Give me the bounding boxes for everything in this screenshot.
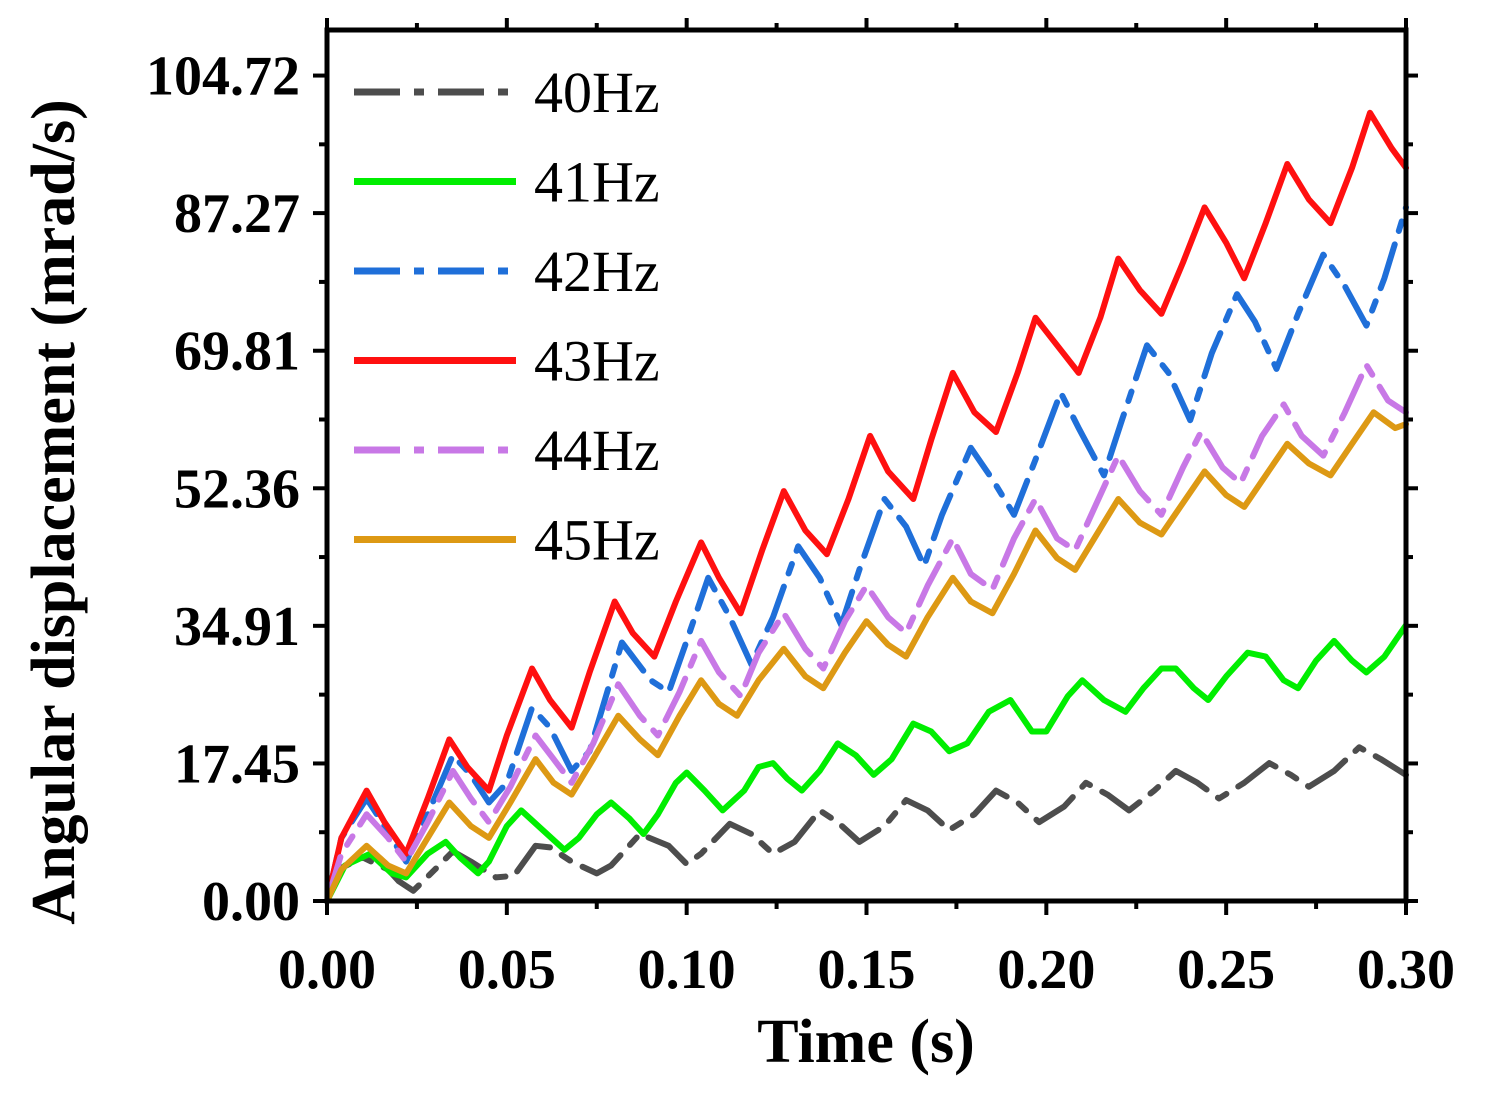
x-tick-label: 0.25 xyxy=(1177,939,1275,1001)
y-tick-label: 69.81 xyxy=(174,321,300,383)
series-line-40Hz xyxy=(324,744,1409,904)
ticks-layer: 0.00 0.05 0.10 0.15 0.20 0.25 0.30 0.00 17.45 34.… xyxy=(146,18,1455,1001)
x-tick-label: 0.05 xyxy=(458,939,556,1001)
legend-label: 42Hz xyxy=(534,239,660,304)
x-tick-label: 0.00 xyxy=(278,939,376,1001)
series-line-45Hz xyxy=(324,409,1409,904)
legend-label: 44Hz xyxy=(534,418,660,483)
x-tick-label: 0.10 xyxy=(638,939,736,1001)
y-tick-label: 104.72 xyxy=(146,46,300,108)
y-tick-label: 52.36 xyxy=(174,458,300,520)
y-tick-label: 0.00 xyxy=(202,871,300,933)
series-line-42Hz xyxy=(324,204,1409,904)
y-tick-label: 34.91 xyxy=(174,596,300,658)
y-tick-label: 17.45 xyxy=(174,733,300,795)
legend-label: 41Hz xyxy=(534,150,660,215)
x-tick-label: 0.15 xyxy=(818,939,916,1001)
legend-label: 40Hz xyxy=(534,60,660,125)
legend-label: 45Hz xyxy=(534,508,660,573)
x-tick-label: 0.30 xyxy=(1357,939,1455,1001)
series-layer xyxy=(324,109,1409,904)
series-line-44Hz xyxy=(324,362,1409,904)
y-tick-label: 87.27 xyxy=(174,183,300,245)
x-axis-title: Time (s) xyxy=(757,1008,975,1076)
legend: 40Hz 41Hz 42Hz 43Hz 44Hz 45Hz xyxy=(354,60,660,573)
legend-label: 43Hz xyxy=(534,329,660,394)
series-line-43Hz xyxy=(324,109,1409,904)
y-axis-title: Angular displacement (mrad/s) xyxy=(20,99,88,925)
series-line-41Hz xyxy=(324,622,1409,904)
x-tick-label: 0.20 xyxy=(997,939,1095,1001)
